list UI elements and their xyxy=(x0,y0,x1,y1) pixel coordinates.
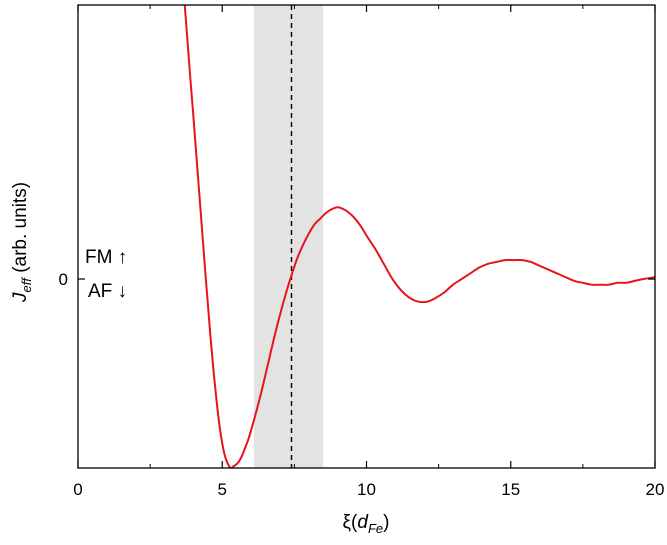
af-annotation: AF ↓ xyxy=(88,281,127,302)
x-tick-label-0: 0 xyxy=(73,480,82,499)
series-line-0 xyxy=(183,5,655,468)
curve-layer xyxy=(183,5,655,468)
background-layer xyxy=(253,5,324,468)
x-axis-label: ξ(dFe) xyxy=(343,512,390,536)
x-tick-label-15: 15 xyxy=(501,480,520,499)
y-tick-label-0: 0 xyxy=(59,270,68,289)
shaded-region xyxy=(253,5,324,468)
x-tick-label-5: 5 xyxy=(218,480,227,499)
tick-layer: 0 5 10 15 20 0 xyxy=(59,5,665,499)
y-axis-label: Jeff (arb. units) xyxy=(10,182,34,303)
fm-annotation: FM ↑ xyxy=(85,247,127,268)
x-tick-label-20: 20 xyxy=(646,480,665,499)
x-tick-label-10: 10 xyxy=(357,480,376,499)
